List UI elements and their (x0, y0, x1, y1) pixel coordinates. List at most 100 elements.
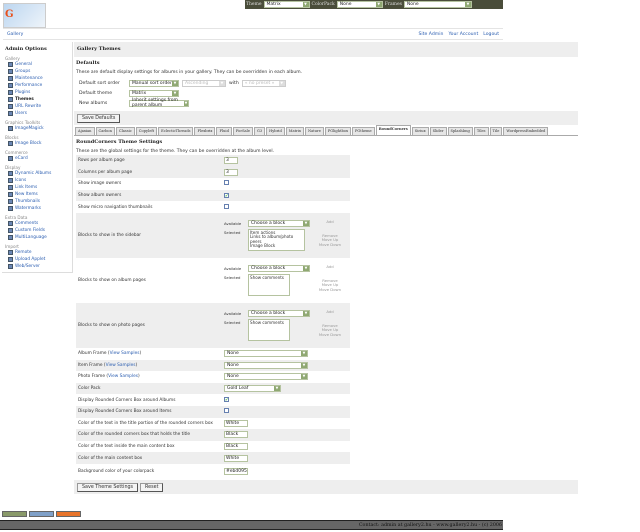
tab-eclecticthreads[interactable]: EclecticThreads (158, 127, 194, 135)
micro-nav-checkbox[interactable] (224, 203, 229, 209)
album-blocks-available-select[interactable]: Choose a block ▼ (248, 264, 310, 272)
sidebar-item-users[interactable]: Users (5, 110, 69, 117)
view-samples-link[interactable]: View Samples (105, 362, 136, 368)
new-albums-select[interactable]: Inherit settings from parent album ▼ (129, 98, 189, 108)
tab-wordpressembedded[interactable]: WordpressEmbedded (503, 127, 549, 135)
sidebar-item-label[interactable]: Groups (15, 69, 31, 74)
sidebar-item-dynamic-albums[interactable]: Dynamic Albums (5, 170, 69, 177)
photo-frame-select[interactable]: None ▼ (224, 373, 308, 381)
bg-color-input[interactable]: #ebd095 (224, 467, 248, 475)
sidebar-item-general[interactable]: General (5, 61, 69, 68)
sidebar-item-label[interactable]: Users (15, 111, 28, 116)
sidebar-item-url-rewrite[interactable]: URL Rewrite (5, 103, 69, 110)
tab-tiles[interactable]: Tiles (473, 127, 489, 135)
album-owners-checkbox[interactable]: ✔ (224, 192, 229, 198)
rss-badge-icon[interactable] (56, 511, 81, 517)
sidebar-item-label[interactable]: New Items (15, 192, 38, 197)
main-box-color-input[interactable]: White (224, 454, 248, 462)
sidebar-item-label[interactable]: Maintenance (15, 76, 43, 81)
main-text-color-input[interactable]: Black (224, 443, 248, 451)
site-admin-link[interactable]: Site Admin (418, 31, 444, 37)
badge-icon[interactable] (2, 511, 27, 517)
tab-fluid[interactable]: Fluid (216, 127, 232, 135)
tab-forsale[interactable]: ForSale (232, 127, 253, 135)
tab-classic[interactable]: Classic (115, 127, 135, 135)
reset-button[interactable]: Reset (140, 482, 164, 492)
rows-input[interactable]: 3 (224, 157, 238, 165)
tab-ajaxian[interactable]: Ajaxian (75, 127, 95, 135)
remove-button[interactable]: Remove (322, 322, 338, 328)
sidebar-item-watermarks[interactable]: Watermarks (5, 205, 69, 212)
move-down-button[interactable]: Move Down (318, 331, 342, 337)
view-samples-link[interactable]: View Samples (109, 351, 140, 357)
gallery-logo[interactable]: G (3, 3, 46, 28)
sidebar-item-label[interactable]: Remote (15, 250, 32, 255)
tab-hybrid[interactable]: Hybrid (266, 127, 285, 135)
sidebar-item-imagemagick[interactable]: ImageMagick (5, 125, 69, 132)
sidebar-item-label[interactable]: URL Rewrite (15, 104, 42, 109)
sidebar-item-thumbnails[interactable]: Thumbnails (5, 198, 69, 205)
box-items-checkbox[interactable] (224, 408, 229, 414)
colorpack-select[interactable]: None ▼ (336, 1, 383, 8)
sidebar-item-label[interactable]: General (15, 62, 32, 67)
sidebar-item-groups[interactable]: Groups (5, 68, 69, 75)
sidebar-item-label[interactable]: Plugins (15, 90, 31, 95)
sort-order-select[interactable]: Manual sort order ▼ (129, 79, 179, 87)
sidebar-item-plugins[interactable]: Plugins (5, 89, 69, 96)
tab-nature[interactable]: Nature (304, 127, 324, 135)
sidebar-item-new-items[interactable]: New Items (5, 191, 69, 198)
sidebar-item-icons[interactable]: Icons (5, 177, 69, 184)
your-account-link[interactable]: Your Account (448, 31, 479, 37)
tab-copyleft[interactable]: Copyleft (135, 127, 158, 135)
title-text-color-input[interactable]: White (224, 419, 248, 427)
save-theme-settings-button[interactable]: Save Theme Settings (77, 482, 139, 492)
sidebar-item-label[interactable]: Web/Server (15, 264, 40, 269)
box-albums-checkbox[interactable]: ✔ (224, 397, 229, 403)
remove-button[interactable]: Remove (322, 277, 338, 283)
tab-g3[interactable]: G3 (253, 127, 266, 135)
sidebar-blocks-available-select[interactable]: Choose a block ▼ (248, 219, 310, 227)
sidebar-item-label[interactable]: Custom Fields (15, 228, 45, 233)
sidebar-item-label[interactable]: Themes (15, 97, 34, 102)
sidebar-item-custom-fields[interactable]: Custom Fields (5, 227, 69, 234)
tab-matrix[interactable]: Matrix (285, 127, 304, 135)
tab-tile[interactable]: Tile (489, 127, 503, 135)
sidebar-item-label[interactable]: Performance (15, 83, 43, 88)
logout-link[interactable]: Logout (483, 31, 499, 37)
move-down-button[interactable]: Move Down (318, 241, 342, 247)
badge-icon[interactable] (29, 511, 54, 517)
sidebar-item-label[interactable]: Link Items (15, 185, 38, 190)
tab-slider[interactable]: Slider (429, 127, 447, 135)
sidebar-item-label[interactable]: MultiLanguage (15, 235, 47, 240)
tab-carbon[interactable]: Carbon (95, 127, 115, 135)
sidebar-item-label[interactable]: Comments (15, 221, 39, 226)
tab-flexbrix[interactable]: Flexbrix (194, 127, 216, 135)
tab-roundcorners[interactable]: RoundCorners (375, 125, 411, 135)
frames-select[interactable]: None ▼ (403, 1, 472, 8)
tab-pglightbox[interactable]: PGlightbox (324, 127, 351, 135)
sidebar-item-maintenance[interactable]: Maintenance (5, 75, 69, 82)
add-button[interactable]: Add (326, 308, 334, 314)
sidebar-item-label[interactable]: ImageMagick (15, 126, 44, 131)
tab-pgtheme[interactable]: PGtheme (351, 127, 375, 135)
sidebar-item-label[interactable]: eCard (15, 156, 28, 161)
sidebar-item-label[interactable]: Icons (15, 178, 27, 183)
photo-blocks-available-select[interactable]: Choose a block ▼ (248, 309, 310, 317)
sidebar-item-upload-applet[interactable]: Upload Applet (5, 256, 69, 263)
move-up-button[interactable]: Move Up (321, 237, 339, 243)
sidebar-item-label[interactable]: Thumbnails (15, 199, 40, 204)
remove-button[interactable]: Remove (322, 232, 338, 238)
preset-select[interactable]: « no preset » ▼ (241, 79, 286, 87)
album-frame-select[interactable]: None ▼ (224, 350, 308, 358)
sidebar-item-label[interactable]: Upload Applet (15, 257, 46, 262)
sidebar-item-label[interactable]: Watermarks (15, 206, 41, 211)
breadcrumb-gallery[interactable]: Gallery (7, 31, 24, 37)
sidebar-item-web-server[interactable]: Web/Server (5, 263, 69, 270)
move-up-button[interactable]: Move Up (321, 282, 339, 288)
sidebar-item-multilanguage[interactable]: MultiLanguage (5, 234, 69, 241)
save-defaults-button[interactable]: Save Defaults (77, 114, 121, 123)
item-frame-select[interactable]: None ▼ (224, 361, 308, 369)
sidebar-item-label[interactable]: Image Block (15, 141, 42, 146)
theme-select[interactable]: Matrix ▼ (263, 1, 310, 8)
default-theme-select[interactable]: Matrix ▼ (129, 89, 179, 97)
